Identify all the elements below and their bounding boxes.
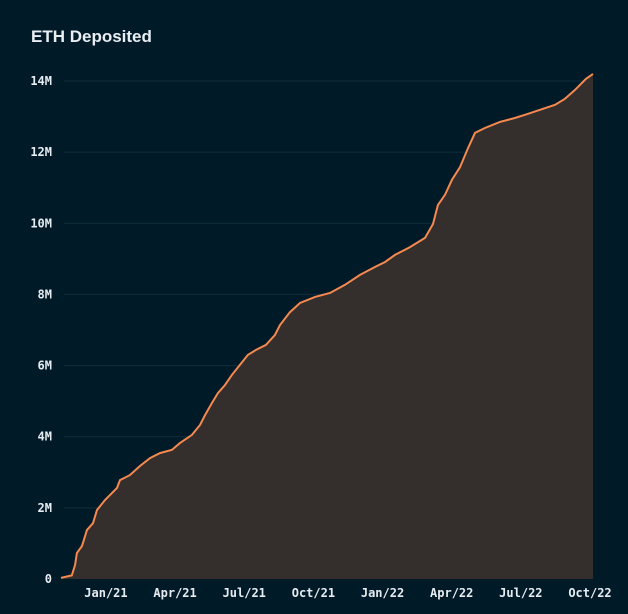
x-tick-label: Jan/22	[361, 586, 404, 600]
y-tick-label: 10M	[30, 216, 52, 230]
series-line-eth-deposited	[60, 73, 594, 579]
y-tick-label: 8M	[38, 287, 52, 301]
x-tick-label: Jul/22	[499, 586, 542, 600]
x-tick-label: Jan/21	[84, 586, 127, 600]
y-tick-label: 14M	[30, 74, 52, 88]
y-axis: 0 2M 4M 6M 8M 10M 12M 14M	[30, 74, 52, 586]
chart-title: ETH Deposited	[31, 27, 152, 46]
y-tick-label: 6M	[38, 359, 52, 373]
y-tick-label: 12M	[30, 145, 52, 159]
x-tick-label: Apr/21	[153, 586, 196, 600]
x-tick-label: Jul/21	[223, 586, 266, 600]
area-fill	[61, 73, 593, 580]
y-tick-label: 2M	[38, 501, 52, 515]
y-tick-label: 0	[45, 572, 52, 586]
x-axis: Jan/21 Apr/21 Jul/21 Oct/21 Jan/22 Apr/22 Jul/…	[84, 586, 611, 600]
x-tick-label: Apr/22	[430, 586, 473, 600]
x-tick-label: Oct/22	[568, 586, 611, 600]
x-tick-label: Oct/21	[292, 586, 335, 600]
y-tick-label: 4M	[38, 430, 52, 444]
